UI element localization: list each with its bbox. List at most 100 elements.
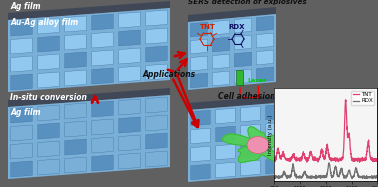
TNT: [279, 157, 283, 159]
RDX: [332, 170, 337, 172]
RDX: [375, 177, 378, 179]
TNT: [332, 159, 336, 161]
Polygon shape: [212, 54, 229, 69]
Polygon shape: [241, 142, 260, 158]
Polygon shape: [11, 143, 32, 159]
Polygon shape: [191, 110, 210, 126]
Polygon shape: [65, 52, 86, 68]
Polygon shape: [11, 56, 32, 72]
Polygon shape: [119, 48, 140, 64]
Polygon shape: [11, 161, 32, 177]
Polygon shape: [8, 88, 170, 107]
Polygon shape: [38, 54, 59, 70]
Polygon shape: [222, 127, 298, 162]
Polygon shape: [65, 157, 86, 173]
Text: Au-Ag alloy film: Au-Ag alloy film: [10, 18, 78, 27]
RDX: [279, 175, 283, 177]
Polygon shape: [256, 16, 274, 31]
Polygon shape: [241, 106, 260, 122]
Ellipse shape: [247, 137, 269, 154]
Polygon shape: [8, 95, 170, 179]
Polygon shape: [291, 102, 310, 118]
Polygon shape: [8, 1, 170, 20]
Polygon shape: [266, 122, 285, 138]
Polygon shape: [65, 103, 86, 119]
Polygon shape: [266, 158, 285, 174]
Polygon shape: [146, 133, 167, 149]
Polygon shape: [11, 74, 32, 90]
Polygon shape: [191, 39, 208, 54]
Polygon shape: [119, 99, 140, 115]
Polygon shape: [92, 101, 113, 117]
Polygon shape: [188, 93, 313, 110]
Polygon shape: [216, 144, 235, 160]
RDX: [335, 173, 339, 175]
Polygon shape: [92, 14, 113, 30]
Polygon shape: [191, 128, 210, 144]
Text: Ag film: Ag film: [10, 2, 40, 11]
Polygon shape: [216, 126, 235, 142]
Polygon shape: [65, 16, 86, 32]
Polygon shape: [92, 50, 113, 66]
TNT: [357, 161, 362, 163]
Polygon shape: [65, 121, 86, 137]
TNT: [350, 158, 355, 161]
TNT: [343, 99, 348, 101]
Polygon shape: [38, 123, 59, 139]
Polygon shape: [212, 71, 229, 86]
Polygon shape: [38, 36, 59, 52]
RDX: [350, 175, 355, 178]
Polygon shape: [119, 135, 140, 151]
Polygon shape: [212, 37, 229, 52]
Y-axis label: Intensity (a.u.): Intensity (a.u.): [268, 114, 273, 155]
Polygon shape: [234, 52, 252, 67]
TNT: [272, 157, 277, 159]
Polygon shape: [191, 164, 210, 180]
Polygon shape: [212, 20, 229, 35]
Polygon shape: [119, 153, 140, 169]
Polygon shape: [188, 100, 313, 182]
Polygon shape: [256, 33, 274, 48]
Text: Ag film: Ag film: [10, 108, 40, 117]
Polygon shape: [188, 7, 276, 22]
Polygon shape: [234, 35, 252, 50]
Text: In-situ conversion: In-situ conversion: [10, 93, 87, 102]
Polygon shape: [216, 108, 235, 124]
Line: RDX: RDX: [274, 163, 377, 179]
Legend: TNT, RDX: TNT, RDX: [351, 91, 375, 105]
Text: RDX: RDX: [228, 24, 245, 30]
RDX: [327, 162, 331, 164]
Polygon shape: [146, 97, 167, 113]
Polygon shape: [291, 156, 310, 172]
Polygon shape: [38, 18, 59, 34]
Polygon shape: [119, 117, 140, 133]
Polygon shape: [65, 70, 86, 86]
TNT: [335, 158, 339, 160]
Polygon shape: [191, 146, 210, 162]
RDX: [272, 176, 277, 178]
FancyBboxPatch shape: [237, 70, 243, 85]
Polygon shape: [146, 151, 167, 167]
TNT: [375, 159, 378, 161]
Polygon shape: [216, 162, 235, 178]
Polygon shape: [8, 8, 170, 92]
Polygon shape: [119, 12, 140, 28]
Polygon shape: [146, 28, 167, 44]
Polygon shape: [11, 125, 32, 141]
Polygon shape: [65, 34, 86, 50]
Polygon shape: [11, 107, 32, 123]
Polygon shape: [119, 66, 140, 82]
Polygon shape: [291, 120, 310, 136]
Text: Cell adhesion: Cell adhesion: [218, 92, 276, 101]
Polygon shape: [234, 69, 252, 84]
Polygon shape: [146, 46, 167, 62]
Polygon shape: [92, 68, 113, 84]
Polygon shape: [38, 72, 59, 88]
Polygon shape: [234, 18, 252, 33]
Text: TNT: TNT: [200, 24, 216, 30]
Polygon shape: [92, 155, 113, 171]
Polygon shape: [266, 104, 285, 120]
Polygon shape: [38, 159, 59, 175]
Polygon shape: [92, 119, 113, 135]
Polygon shape: [146, 64, 167, 80]
